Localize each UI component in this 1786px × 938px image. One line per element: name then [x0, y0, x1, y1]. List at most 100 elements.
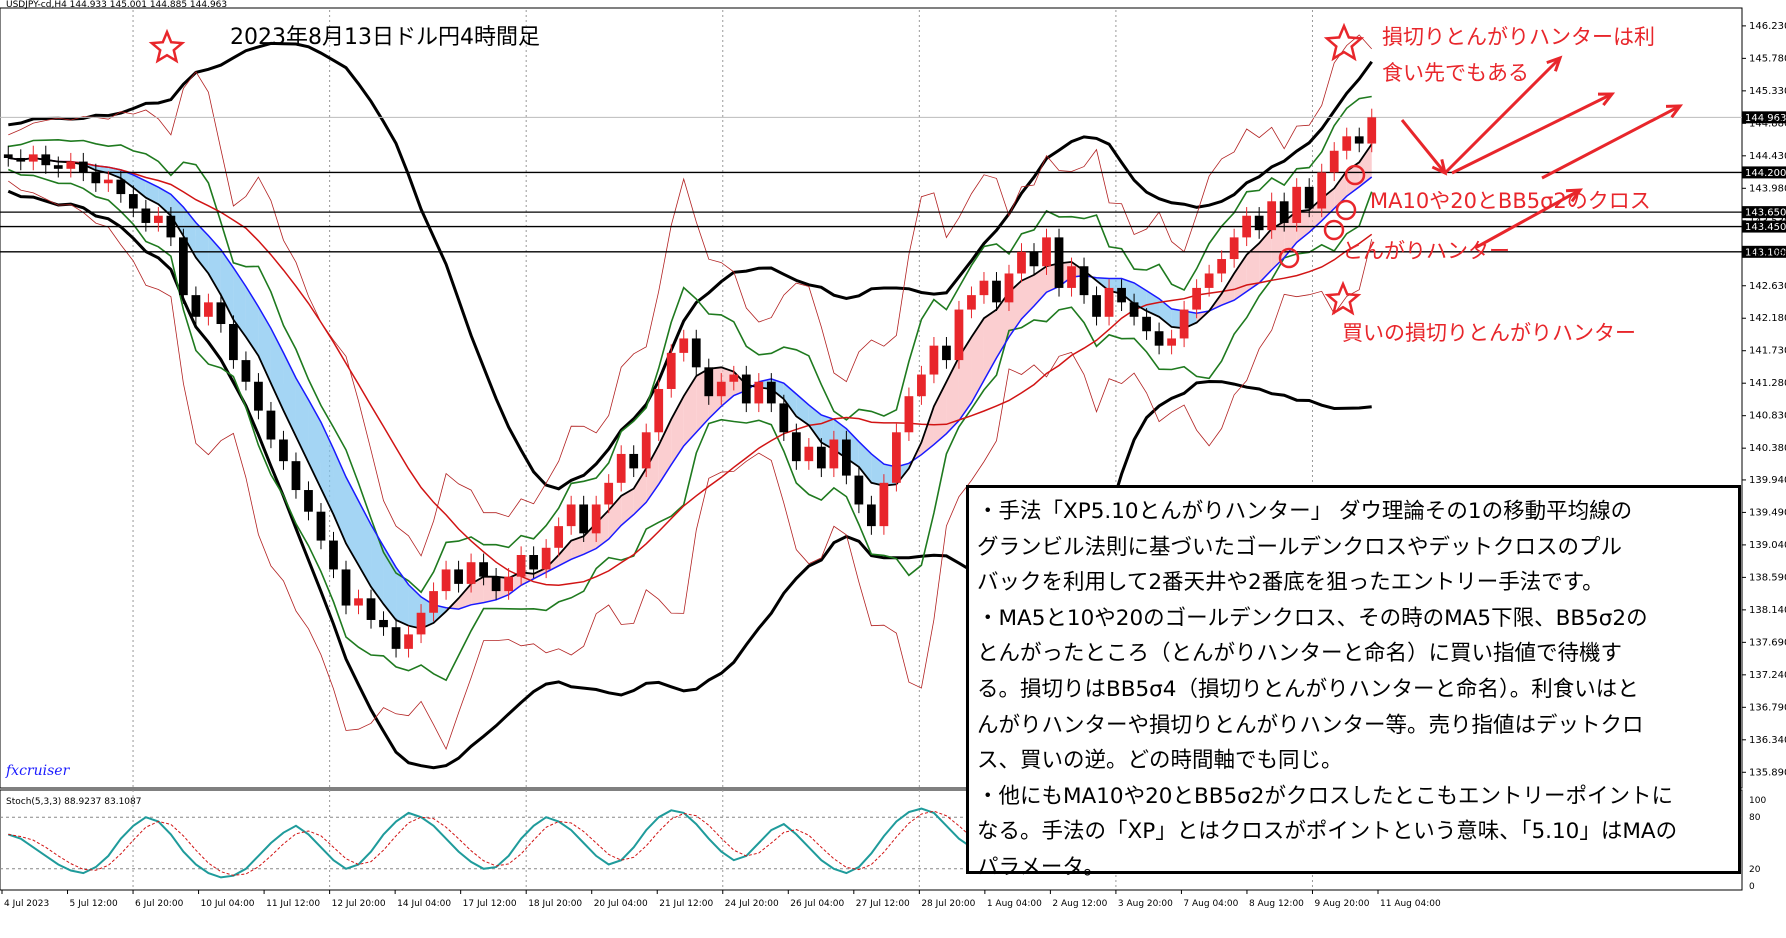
candle-body	[216, 302, 226, 325]
candle-body	[341, 569, 351, 606]
candle-body	[541, 547, 551, 570]
note-line: ・手法「XP5.10とんがりハンター」 ダウ理論その1の移動平均線の	[977, 499, 1633, 524]
symbol-header: USDJPY-cd,H4 144.933 145.001 144.885 144…	[6, 0, 227, 10]
candle-body	[892, 432, 901, 483]
ma-cross-fill	[933, 381, 947, 445]
candle-body	[604, 482, 614, 505]
candle-body	[1042, 237, 1051, 267]
candle-body	[279, 439, 288, 462]
x-tick-label: 17 Jul 12:00	[463, 899, 517, 909]
candle-body	[291, 461, 301, 491]
candle-body	[41, 154, 51, 166]
x-tick-label: 6 Jul 20:00	[135, 899, 184, 909]
bb5-sigma4-lower	[8, 180, 1373, 751]
candle-body	[466, 562, 476, 584]
candle-body	[854, 475, 864, 505]
x-tick-label: 9 Aug 20:00	[1314, 899, 1369, 909]
ma-cross-fill	[971, 318, 984, 403]
ma-cross-fill	[208, 235, 221, 296]
note-line: なる。手法の「XP」とはクロスがポイントという意味、「5.10」はMAの	[977, 819, 1678, 845]
candle-body	[204, 302, 213, 317]
y-tick-label: 138.140	[1749, 605, 1786, 616]
candle-body	[804, 446, 814, 462]
y-tick-label: 135.890	[1749, 767, 1786, 778]
candle-body	[1067, 266, 1076, 288]
ma-cross-fill	[558, 540, 572, 566]
y-tick-label: 144.430	[1749, 151, 1786, 162]
candle-body	[1129, 302, 1139, 317]
note-line: グランビル法則に基づいたゴールデンクロスやデットクロスのプル	[977, 534, 1623, 560]
ma20-line	[8, 157, 1373, 587]
ma-cross-fill	[158, 187, 171, 216]
price-level-label: 144.200	[1745, 168, 1786, 179]
band-fills	[8, 144, 1372, 629]
candle-body	[1367, 117, 1377, 144]
ma-cross-fill	[383, 546, 397, 620]
annotation-arrow	[1400, 119, 1447, 174]
note-line: パラメータ。	[977, 854, 1105, 880]
ma-cross-fill	[1159, 298, 1172, 327]
ma-cross-fill	[796, 394, 809, 426]
candle-body	[53, 165, 63, 169]
y-tick-label: 137.690	[1749, 637, 1786, 648]
candle-body	[404, 634, 413, 649]
candle-body	[716, 381, 726, 397]
note-line: ・他にもMA10や20とBB5σ2がクロスしたとこもエントリーポイントに	[977, 783, 1673, 809]
candle-body	[229, 324, 238, 361]
y-tick-label: 140.830	[1749, 411, 1786, 422]
candle-body	[416, 612, 426, 635]
candle-body	[1342, 136, 1352, 151]
x-tick-label: 12 Jul 20:00	[332, 899, 386, 909]
y-tick-label: 143.980	[1749, 183, 1786, 194]
candle-body	[1117, 287, 1126, 303]
y-tick-label: 145.780	[1749, 53, 1786, 64]
y-tick-label: 138.590	[1749, 572, 1786, 583]
stoch-label: Stoch(5,3,3) 88.9237 83.1087	[6, 797, 141, 807]
candle-body	[679, 338, 689, 353]
ma-cross-fill	[658, 419, 672, 485]
candle-body	[366, 598, 376, 620]
candle-body	[454, 569, 463, 584]
candle-body	[992, 280, 1001, 303]
candle-body	[754, 381, 764, 404]
candle-body	[904, 396, 914, 433]
ma-cross-fill	[533, 567, 547, 579]
price-level-tag	[1742, 245, 1786, 258]
candle-body	[829, 439, 839, 469]
candle-body	[1017, 251, 1026, 274]
ma-cross-fill	[320, 422, 334, 515]
y-tick-label: 140.380	[1749, 443, 1786, 454]
x-tick-label: 4 Jul 2023	[4, 899, 49, 909]
candle-body	[629, 453, 639, 469]
candlesticks	[3, 108, 1377, 658]
x-tick-label: 7 Aug 04:00	[1183, 899, 1238, 909]
ma-cross-fill	[571, 536, 584, 560]
ma-cross-fill	[596, 510, 609, 549]
candle-body	[704, 367, 714, 397]
annotation-arrows	[1278, 55, 1684, 269]
bb20-lower	[7, 189, 1372, 770]
candle-body	[979, 280, 989, 296]
candle-body	[391, 627, 401, 649]
x-tick-label: 26 Jul 04:00	[790, 899, 844, 909]
star-marker	[1324, 280, 1362, 316]
cross-circle-marker	[1323, 219, 1345, 241]
stoch-plot-frame	[0, 789, 1743, 891]
ma-cross-fill	[133, 174, 146, 198]
candle-body	[1054, 237, 1064, 288]
ma-cross-fill	[621, 488, 634, 526]
candle-body	[666, 352, 676, 389]
ma-cross-fill	[671, 396, 684, 465]
candle-body	[153, 215, 163, 223]
candle-body	[579, 504, 589, 534]
candle-body	[529, 555, 539, 570]
candle-body	[1229, 237, 1239, 260]
candle-body	[28, 154, 38, 162]
candle-body	[1217, 259, 1227, 274]
ma-cross-fill	[233, 267, 246, 338]
stoch-axis-label: 20	[1749, 865, 1761, 875]
candle-body	[116, 179, 126, 195]
y-tick-label: 143.080	[1749, 248, 1786, 259]
annotations: 損切りとんがりハンターは利 食い先でもある MA10や20とBB5σ2のクロス …	[1342, 25, 1655, 345]
annotation-arrow	[1451, 92, 1613, 175]
